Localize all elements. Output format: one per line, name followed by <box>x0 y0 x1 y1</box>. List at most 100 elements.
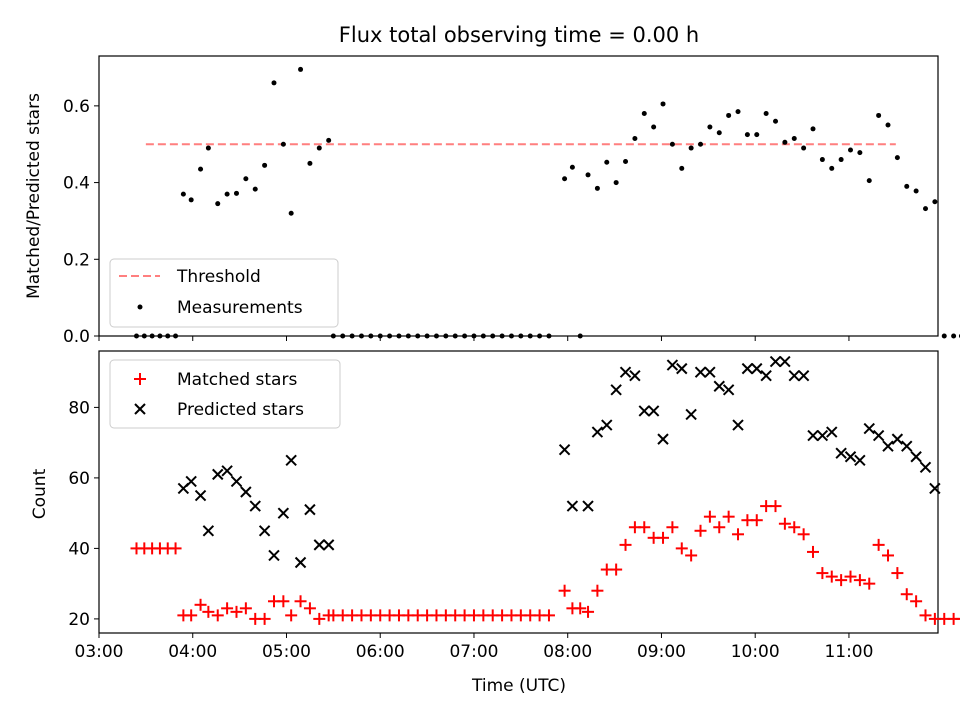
measurement-point <box>490 333 496 339</box>
predicted-star-point <box>844 451 857 463</box>
predicted-star-point <box>704 366 716 378</box>
measurement-point <box>726 112 732 118</box>
measurement-point <box>133 333 139 339</box>
measurement-point <box>271 80 277 86</box>
matched-star-point <box>955 617 960 620</box>
predicted-star-point <box>566 500 579 512</box>
top-panel: 0.0 0.2 0.4 0.6 <box>63 55 960 347</box>
predicted-star-point <box>751 362 763 375</box>
predicted-star-point <box>249 500 261 512</box>
matched-star-point <box>194 598 207 611</box>
bottom-y-tick-label: 20 <box>68 610 90 630</box>
predicted-star-point <box>277 507 290 519</box>
top-y-tick-label: 0.0 <box>63 327 90 347</box>
measurement-point <box>233 190 239 196</box>
measurement-point <box>773 118 779 124</box>
measurement-point <box>224 191 230 197</box>
predicted-star-point <box>676 362 688 375</box>
measurement-point <box>396 333 402 339</box>
x-tick-label: 08:00 <box>543 642 592 662</box>
measurement-point <box>716 130 722 136</box>
predicted-star-point <box>882 440 894 452</box>
predicted-star-point <box>919 461 932 474</box>
predicted-star-point <box>258 525 271 537</box>
predicted-star-point <box>788 369 800 382</box>
predicted-star-point <box>910 451 922 463</box>
predicted-star-point <box>863 422 875 435</box>
measurement-point <box>613 180 619 186</box>
measurement-point <box>632 135 638 141</box>
predicted-star-point <box>657 433 669 445</box>
predicted-star-point <box>732 419 744 431</box>
matched-star-point <box>285 609 298 622</box>
top-y-tick-label: 0.4 <box>63 174 90 194</box>
measurement-point <box>885 122 891 128</box>
measurement-point <box>941 333 947 339</box>
top-legend-box <box>109 258 339 328</box>
measurement-point <box>923 206 929 212</box>
measurement-point <box>791 135 797 141</box>
predicted-star-point <box>722 384 735 396</box>
predicted-star-point <box>816 429 829 442</box>
measurement-point <box>462 333 468 339</box>
measurement-point <box>316 145 322 151</box>
bottom-panel: 20 40 60 80 03:00 04:00 05:00 06:00 07:00 08:00 09… <box>68 350 960 662</box>
predicted-star-point <box>240 486 252 498</box>
x-tick-label: 03:00 <box>75 642 124 662</box>
measurement-point <box>679 165 685 171</box>
measurement-point <box>377 333 383 339</box>
matched-star-point <box>797 528 810 541</box>
measurement-point <box>537 333 543 339</box>
predicted-star-point <box>713 380 725 392</box>
matched-star-point <box>769 500 782 513</box>
x-tick-label: 05:00 <box>262 642 311 662</box>
matched-star-point <box>221 602 234 615</box>
measurement-point <box>569 164 575 170</box>
predicted-star-point <box>629 369 641 382</box>
measurement-point <box>518 333 524 339</box>
matched-star-point <box>694 524 707 537</box>
matched-star-point <box>582 605 595 618</box>
matched-star-point <box>313 612 326 625</box>
matched-star-point <box>675 542 688 555</box>
measurement-point <box>157 333 163 339</box>
measurement-point <box>215 201 221 207</box>
measurement-point <box>307 160 313 166</box>
top-legend: Threshold Measurements <box>109 258 339 328</box>
measurement-point <box>754 132 760 138</box>
measurement-point <box>688 145 694 151</box>
x-tick-label: 07:00 <box>449 642 498 662</box>
measurement-point <box>735 109 741 115</box>
x-tick-label: 11:00 <box>824 642 873 662</box>
measurement-point <box>604 159 610 165</box>
predicted-star-point <box>647 405 660 417</box>
predicted-star-point <box>610 384 622 396</box>
legend-measurements-label: Measurements <box>177 298 303 318</box>
legend-matched-label: Matched stars <box>177 370 297 390</box>
measurement-point <box>763 111 769 117</box>
matched-star-point <box>591 584 604 597</box>
matched-star-point <box>844 570 857 583</box>
matched-star-point <box>891 567 904 580</box>
top-y-tick-label: 0.2 <box>63 250 90 270</box>
measurement-point <box>288 210 294 216</box>
predicted-star-point <box>685 408 697 421</box>
measurement-point <box>707 124 713 130</box>
predicted-star-point <box>313 539 326 551</box>
measurement-point <box>508 333 514 339</box>
predicted-star-point <box>901 440 913 452</box>
matched-star-point <box>863 577 876 590</box>
predicted-star-point <box>835 447 847 459</box>
predicted-star-point <box>769 355 782 368</box>
measurement-point <box>141 333 147 339</box>
measurement-point <box>188 197 194 203</box>
measurement-point <box>623 158 629 164</box>
measurement-point <box>744 132 750 138</box>
matched-star-point <box>185 609 198 622</box>
matched-star-point <box>853 574 866 587</box>
predicted-star-point <box>304 503 316 516</box>
matched-star-point <box>558 584 571 597</box>
predicted-star-point <box>202 525 215 537</box>
measurement-point <box>527 333 533 339</box>
predicted-star-point <box>779 355 791 368</box>
